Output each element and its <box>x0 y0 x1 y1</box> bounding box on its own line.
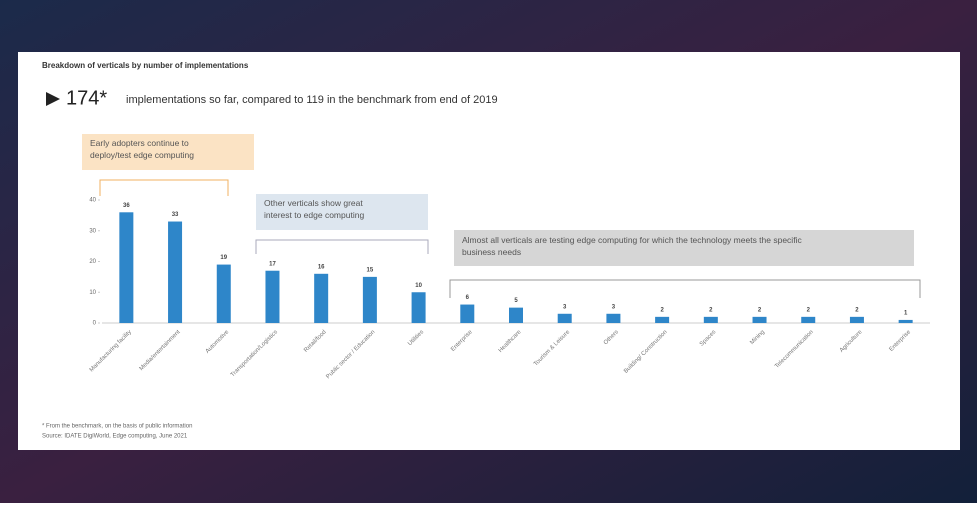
value-label: 3 <box>612 304 616 310</box>
annotation-text: Almost all verticals are testing edge co… <box>462 235 802 245</box>
bar <box>119 212 134 323</box>
bar <box>849 316 864 323</box>
bar <box>606 313 621 323</box>
value-label: 2 <box>660 307 664 313</box>
footnote: * From the benchmark, on the basis of pu… <box>42 424 192 430</box>
headline: implementations so far, compared to 119 … <box>126 94 498 106</box>
bar <box>509 307 523 323</box>
value-label: 17 <box>269 261 276 267</box>
y-tick-label: 20 <box>89 259 96 265</box>
bracket <box>449 279 921 298</box>
value-label: 3 <box>563 304 567 310</box>
annotation-text-wrap: deploy/test edge computing <box>90 150 194 160</box>
value-label: 33 <box>172 212 179 218</box>
bar <box>411 292 426 323</box>
value-label: 16 <box>318 264 325 270</box>
annotation-box <box>454 230 914 266</box>
value-label: 36 <box>123 203 130 209</box>
annotation: Other verticals show great interest to ed… <box>264 198 364 220</box>
bar <box>168 221 183 323</box>
annotation-text-wrap: business needs <box>462 247 521 257</box>
bar <box>752 316 767 323</box>
annotation-box <box>256 194 428 230</box>
value-label: 5 <box>514 298 518 304</box>
value-label: 2 <box>758 307 762 313</box>
y-tick-label: 0 <box>93 321 97 327</box>
headline-number: 174* <box>66 87 107 109</box>
bar <box>216 264 231 323</box>
annotation-box <box>82 134 254 170</box>
annotation: Almost all verticals are testing edge co… <box>462 235 802 257</box>
bracket <box>255 239 429 254</box>
y-tick-label: 10 <box>89 290 96 296</box>
annotation: Early adopters continue to deploy/test ed… <box>90 138 194 160</box>
bar <box>460 304 475 323</box>
bar <box>362 276 377 323</box>
value-label: 2 <box>855 307 859 313</box>
value-label: 2 <box>807 307 811 313</box>
bar <box>703 316 718 323</box>
annotation-text: Early adopters continue to <box>90 138 189 148</box>
bracket <box>99 179 229 196</box>
value-label: 1 <box>904 311 908 317</box>
bar <box>655 316 670 323</box>
arrow-icon <box>46 92 60 106</box>
value-label: 6 <box>466 295 470 301</box>
bar <box>265 270 280 323</box>
value-label: 15 <box>367 267 374 273</box>
y-tick-label: 30 <box>89 228 96 234</box>
bar <box>314 273 329 323</box>
chart-title: Breakdown of verticals by number of impl… <box>42 61 249 70</box>
annotation-text: Other verticals show great <box>264 198 363 208</box>
y-tick-label: 40 <box>89 198 96 204</box>
bar <box>557 313 572 323</box>
value-label: 10 <box>415 283 422 289</box>
value-label: 19 <box>220 255 227 261</box>
bar <box>898 319 913 323</box>
bar <box>801 316 816 323</box>
source: Source: IDATE DigiWorld, Edge computing,… <box>42 434 188 440</box>
annotation-text-wrap: interest to edge computing <box>264 210 364 220</box>
value-label: 2 <box>709 307 713 313</box>
